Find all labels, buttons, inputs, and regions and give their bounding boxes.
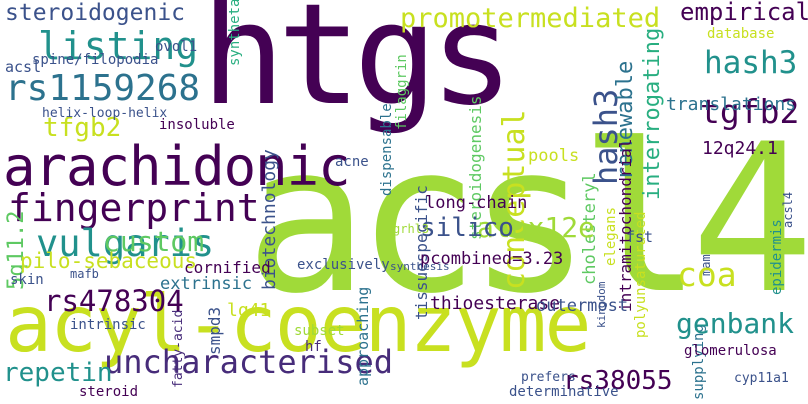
word-rs1159268: rs1159268 (5, 68, 201, 109)
word-approaching: approaching (354, 286, 372, 386)
word-fatty-acid: fatty-acid (171, 309, 186, 388)
word-vulgaris: vulgaris (36, 222, 215, 265)
word-genbank: genbank (676, 307, 795, 340)
word-listing: listing (38, 24, 199, 68)
word-helix-loop-helix: helix-loop-helix (42, 106, 168, 121)
word-smpd3: smpd3 (205, 306, 224, 355)
word-repetin: repetin (3, 358, 113, 388)
word-pilo-sebaceous: pilo-sebaceous (20, 249, 198, 273)
word-outermost: outermost (536, 296, 629, 316)
word-interrogating: interrogating (640, 27, 665, 200)
word-fst: fst (626, 228, 654, 246)
word-acsl: acsl (5, 58, 42, 76)
word-filaggrin: filaggrin (394, 54, 410, 130)
word-skin: skin (10, 272, 44, 288)
word-dispensable: dispensable (379, 103, 395, 196)
word-empirical: empirical (680, 0, 808, 26)
word-arachidonic: arachidonic (3, 135, 351, 198)
word-tgfb2: tgfb2 (700, 92, 800, 131)
word-steroid: steroid (79, 384, 139, 400)
word-rs38055: rs38055 (563, 366, 673, 396)
word-mafb: mafb (70, 267, 99, 281)
word-acne: acne (335, 154, 369, 170)
word-determinative: determinative (509, 384, 619, 400)
word-alox12e: alox12e (477, 211, 596, 244)
word-steroidogenic: steroidogenic (5, 0, 186, 26)
word-custom: custom (103, 225, 205, 258)
word-fingerprint: fingerprint (8, 186, 260, 230)
word-acsl4-small: acsl4 (781, 191, 795, 228)
word-intrinsic: intrinsic (70, 317, 146, 333)
word-intramitochondrial: intramitochondrial (616, 138, 635, 312)
word-glomerulosa: glomerulosa (684, 343, 777, 359)
word-uncharacterised: uncharacterised (104, 343, 393, 381)
word-acyl-coenzyme: acyl-coenzyme (5, 280, 591, 370)
word-insoluble: insoluble (159, 117, 235, 133)
word-ovol1: ovol1 (155, 39, 198, 55)
word-extrinsic: extrinsic (160, 274, 253, 294)
word-translations: translations (666, 94, 797, 115)
word-12q24.1: 12q24.1 (702, 138, 778, 159)
word-elegans: elegans (603, 206, 619, 266)
word-spine-filopodia: spine/filopodia (32, 52, 159, 68)
word-grhl3: grhl3 (393, 222, 430, 236)
word-epidermis: epidermis (769, 219, 785, 295)
word-prefers: prefers (521, 370, 576, 385)
word-silico: silico (420, 213, 514, 243)
word-database: database (707, 26, 775, 42)
word-promotermediated: promotermediated (400, 3, 661, 34)
word-coa: coa (677, 255, 737, 294)
word-long-chain: long-chain (425, 193, 528, 213)
word-cyp11a1: cyp11a1 (734, 371, 789, 386)
word-hf: hf (305, 339, 322, 355)
word-synthetase: synthetase (227, 0, 243, 66)
word-exclusively: exclusively (297, 257, 390, 273)
word-tfgb2: tfgb2 (43, 113, 122, 143)
word-acsl4: acsl4 (245, 101, 808, 339)
word-htgs: htgs (201, 0, 514, 137)
word-pcombined: pcombined=3.23 (420, 249, 564, 269)
word-hash3: hash3 (704, 45, 798, 81)
word-thioesterase: thioesterase (430, 293, 561, 314)
word-lq41: lq41 (227, 300, 271, 321)
word-synthesis: synthesis (390, 260, 450, 273)
word-cornified: cornified (184, 258, 271, 277)
word-rs478304: rs478304 (44, 284, 184, 318)
word-subset: subset (294, 323, 345, 339)
word-pools: pools (528, 146, 580, 166)
